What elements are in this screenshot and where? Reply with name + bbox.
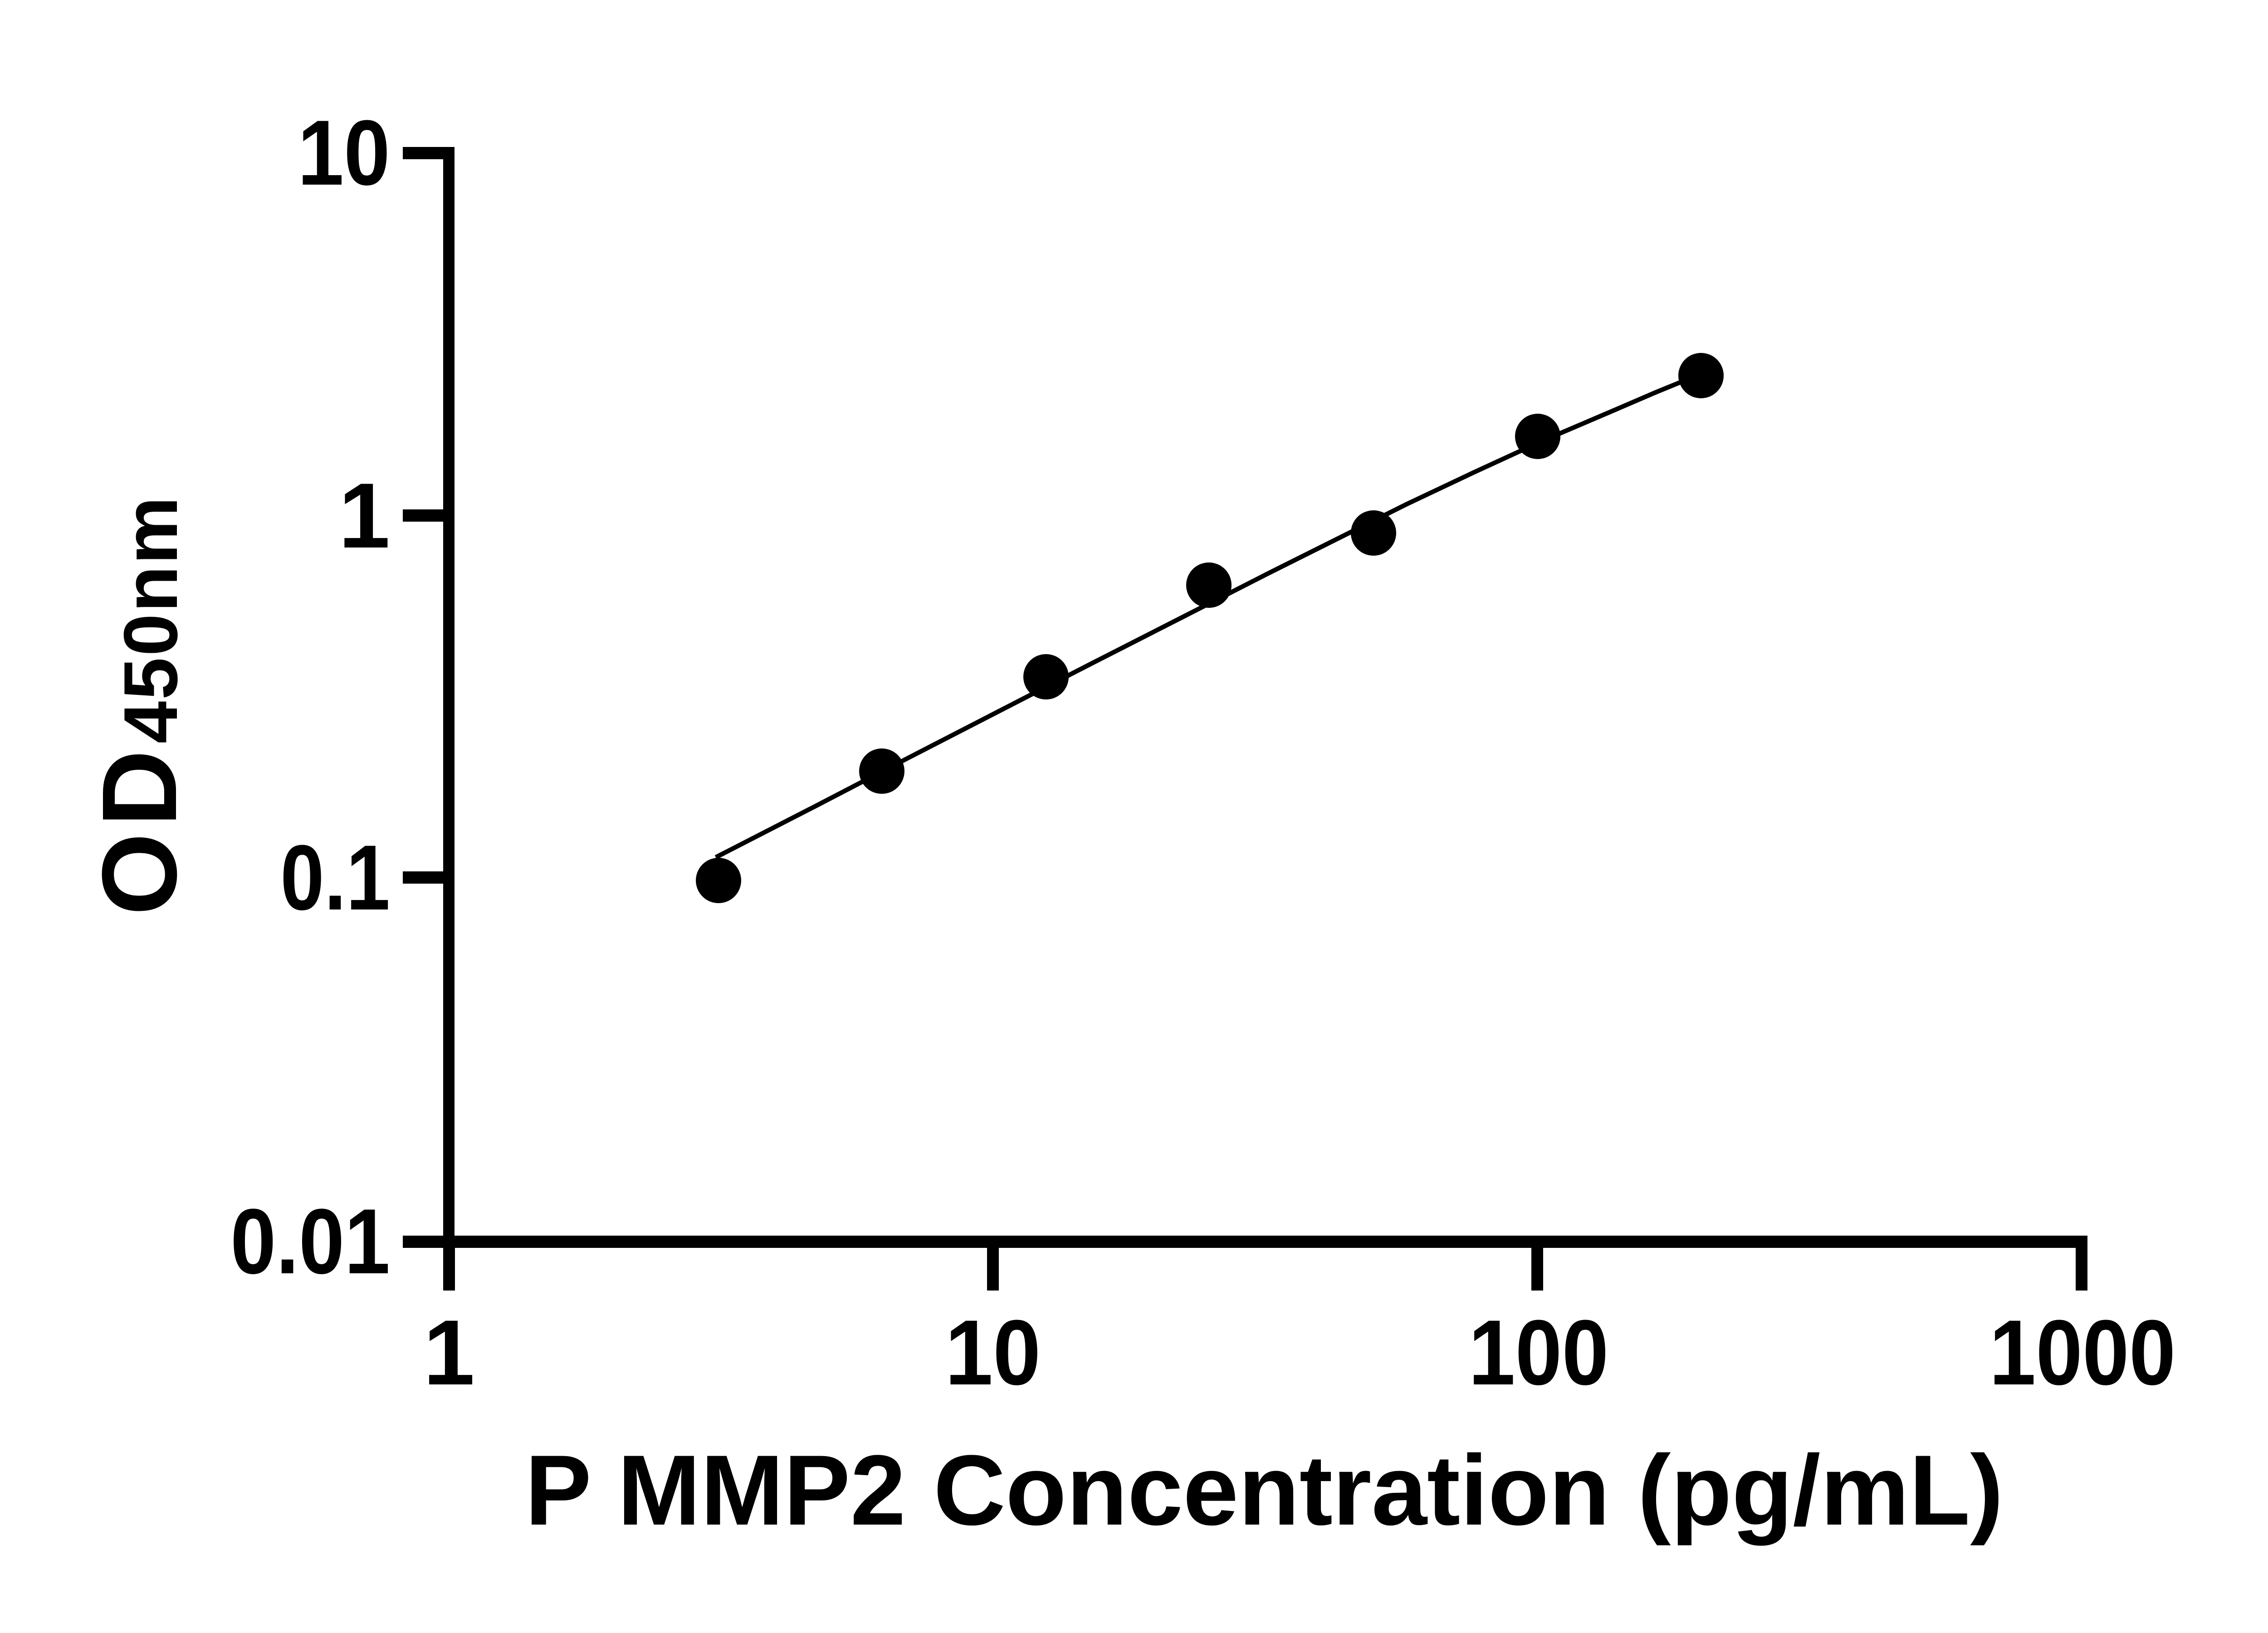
svg-text:1: 1: [423, 1301, 474, 1404]
svg-text:1000: 1000: [1989, 1301, 2176, 1404]
svg-text:0.01: 0.01: [230, 1190, 390, 1293]
svg-text:0.1: 0.1: [280, 826, 390, 929]
svg-text:OD450nm: OD450nm: [80, 495, 199, 915]
svg-text:10: 10: [945, 1301, 1041, 1404]
svg-text:100: 100: [1469, 1301, 1609, 1404]
svg-text:1: 1: [339, 464, 390, 567]
svg-text:P MMP2 Concentration (pg/mL): P MMP2 Concentration (pg/mL): [525, 1434, 2003, 1546]
svg-text:10: 10: [298, 101, 390, 205]
